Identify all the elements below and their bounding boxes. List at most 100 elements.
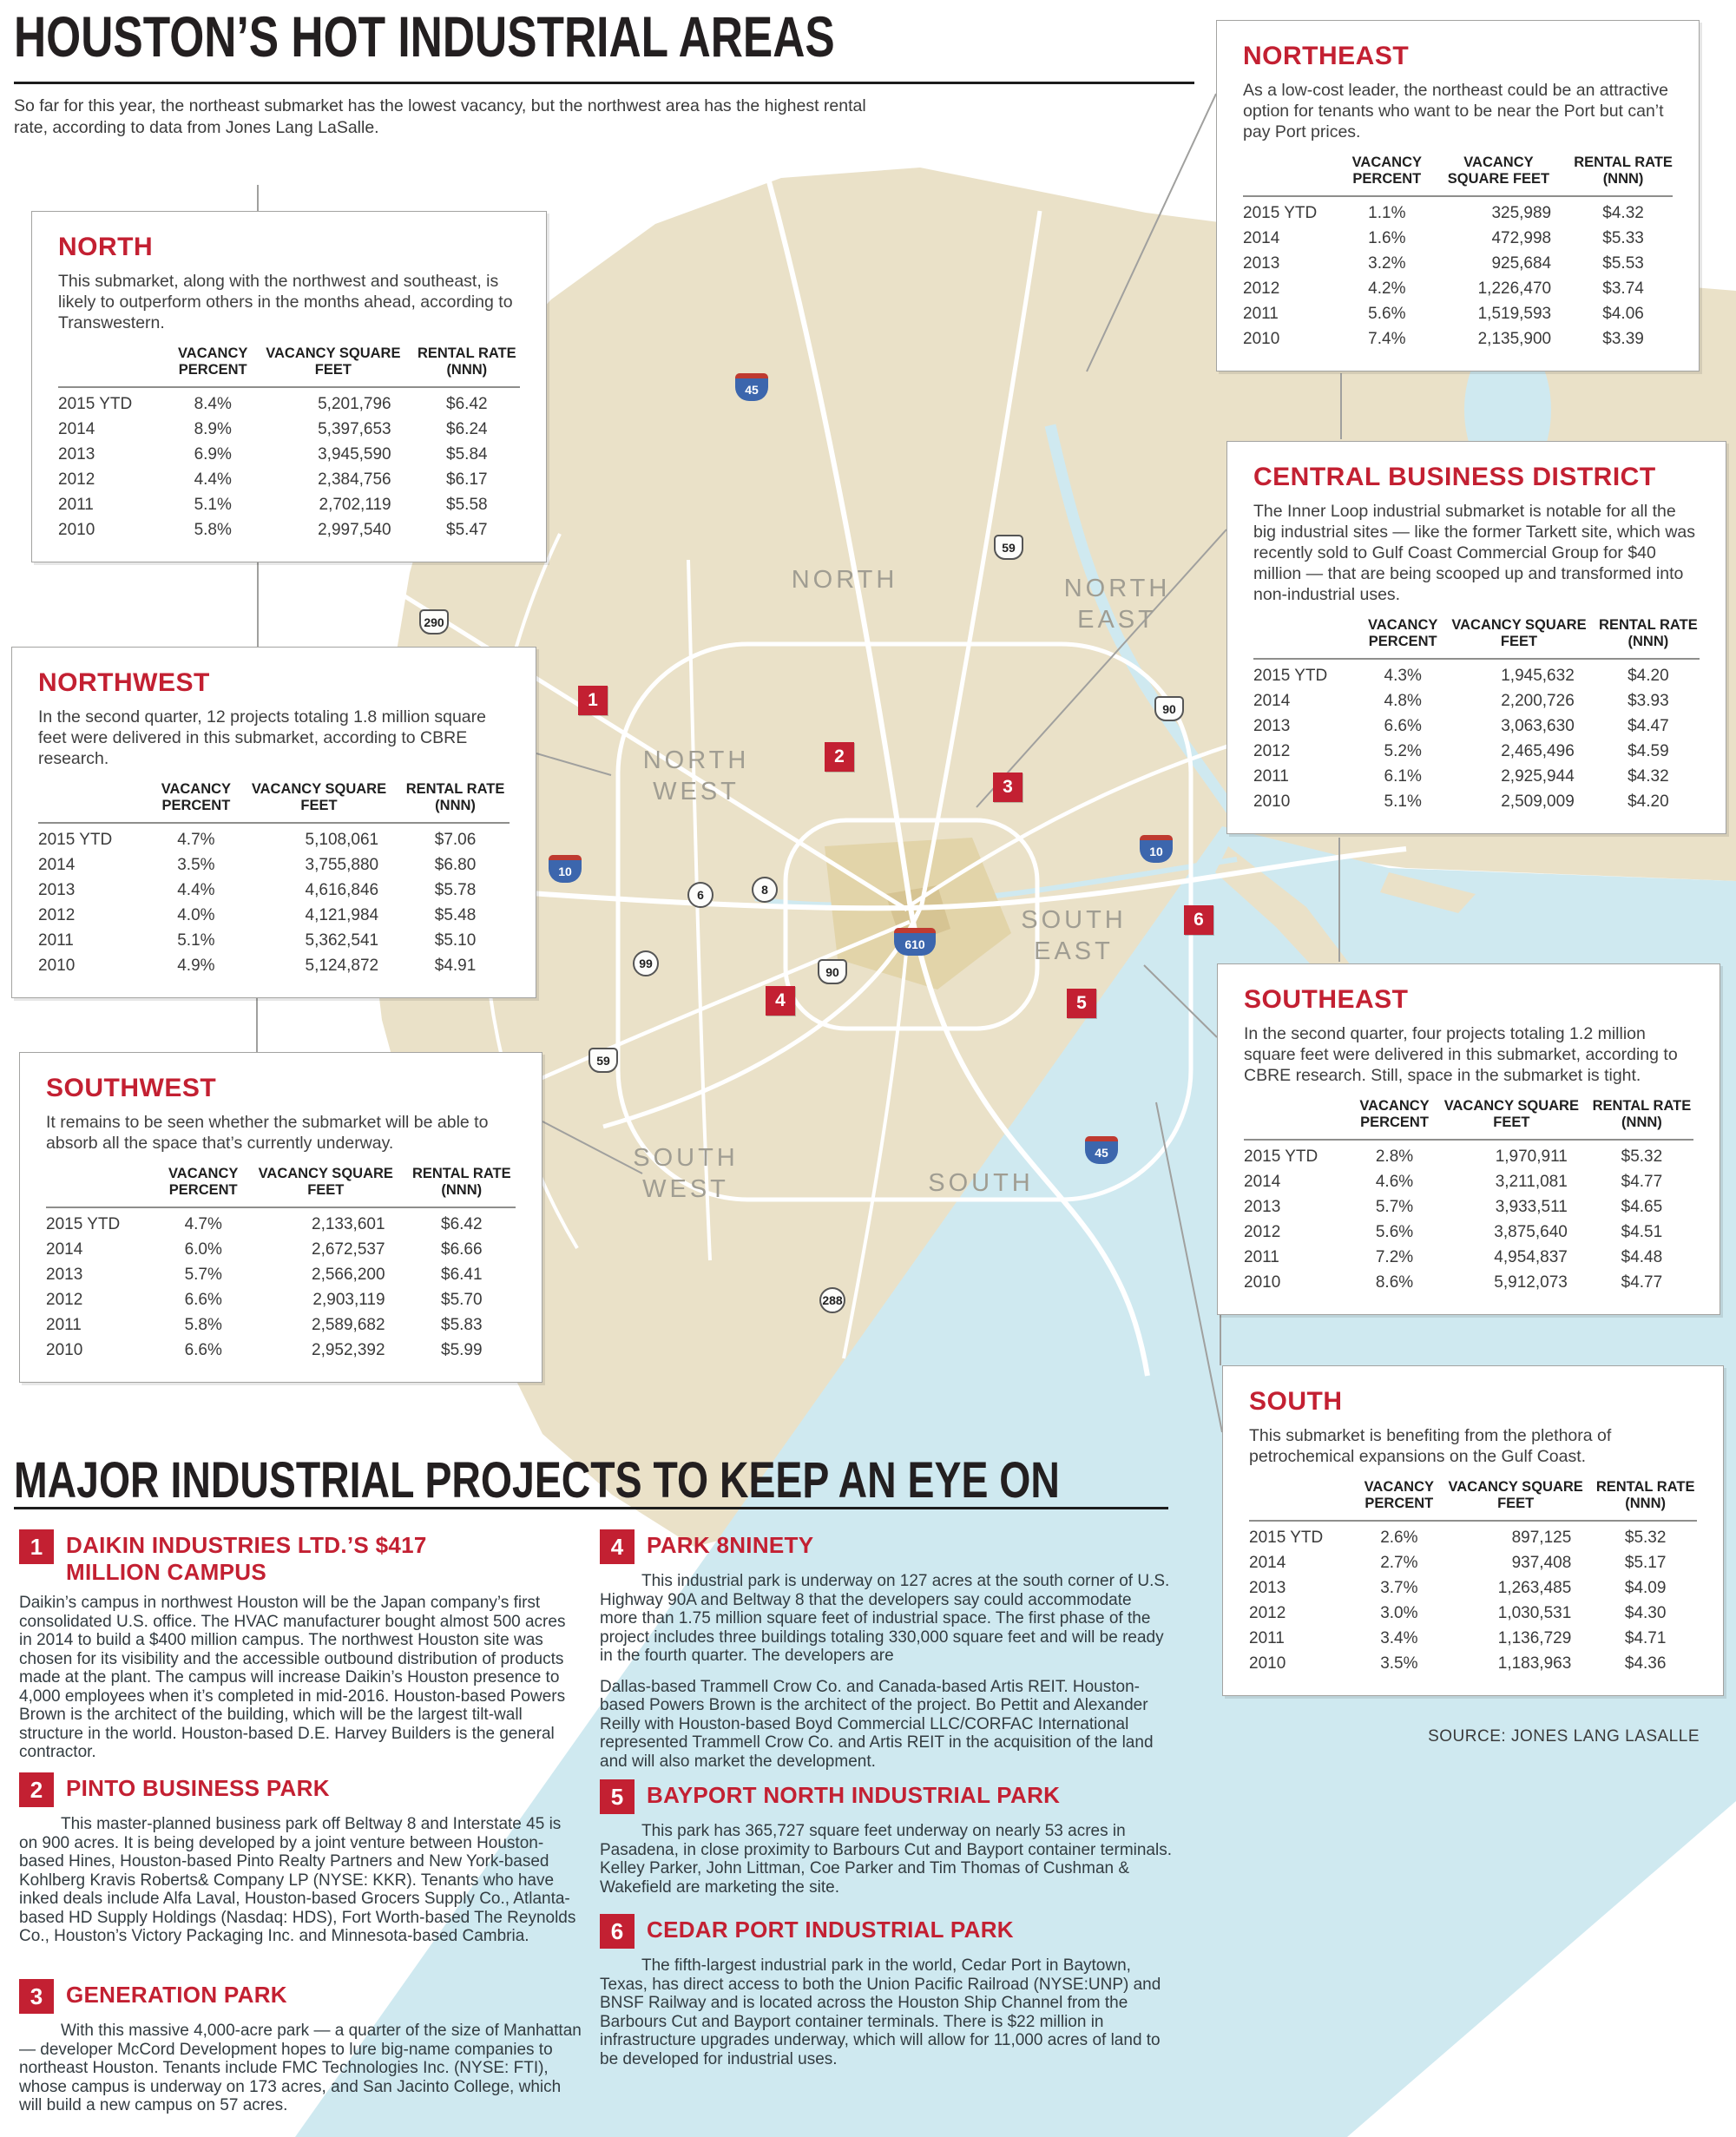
vacancy-percent-cell: 4.4% bbox=[194, 470, 232, 489]
vacancy-percent-cell: 5.8% bbox=[184, 1316, 222, 1334]
project-item-generation-park: 3 GENERATION PARK With this massive 4,00… bbox=[19, 1979, 582, 2115]
table-row: 2012 4.0% 4,121,984 $5.48 bbox=[38, 899, 510, 924]
table-row: 2010 4.9% 5,124,872 $4.91 bbox=[38, 950, 510, 975]
submarket-table: VACANCY PERCENT VACANCY SQUARE FEET RENTAL… bbox=[1243, 155, 1673, 348]
table-row: 2013 5.7% 2,566,200 $6.41 bbox=[46, 1259, 516, 1284]
map-label-southwest: SOUTH WEST bbox=[633, 1144, 739, 1203]
year-cell: 2014 bbox=[1243, 229, 1280, 247]
vacancy-percent-cell: 4.7% bbox=[184, 1215, 222, 1233]
rental-rate-cell: $4.48 bbox=[1621, 1248, 1663, 1266]
rental-rate-cell: $5.70 bbox=[441, 1291, 483, 1309]
table-header-year bbox=[1249, 1479, 1352, 1521]
submarket-title: SOUTHEAST bbox=[1244, 985, 1409, 1014]
vacancy-percent-cell: 5.1% bbox=[177, 931, 215, 950]
table-header-year bbox=[38, 781, 147, 823]
project-body: This park has 365,727 square feet underw… bbox=[600, 1822, 1172, 1897]
us-59-shield: 59 bbox=[589, 1048, 618, 1073]
vacancy-sqft-cell: 1,945,632 bbox=[1501, 667, 1575, 685]
vacancy-percent-cell: 4.4% bbox=[177, 881, 215, 899]
submarket-blurb: In the second quarter, four projects tot… bbox=[1244, 1024, 1678, 1085]
table-row: 2014 4.6% 3,211,081 $4.77 bbox=[1244, 1166, 1693, 1191]
table-row: 2013 4.4% 4,616,846 $5.78 bbox=[38, 874, 510, 899]
vacancy-percent-cell: 4.2% bbox=[1368, 279, 1406, 298]
table-row: 2010 7.4% 2,135,900 $3.39 bbox=[1243, 323, 1673, 348]
vacancy-sqft-cell: 3,945,590 bbox=[318, 445, 391, 464]
table-header-cell: VACANCY PERCENT bbox=[161, 781, 232, 813]
vacancy-percent-cell: 1.6% bbox=[1368, 229, 1406, 247]
project-item-cedar-port: 6 CEDAR PORT INDUSTRIAL PARK The fifth-l… bbox=[600, 1914, 1173, 2068]
table-header-cell: VACANCY SQUARE FEET bbox=[1443, 1098, 1579, 1130]
rental-rate-cell: $3.74 bbox=[1602, 279, 1644, 298]
table-row: 2012 4.4% 2,384,756 $6.17 bbox=[58, 464, 520, 489]
source-credit: SOURCE: JONES LANG LASALLE bbox=[1428, 1727, 1700, 1746]
road-us290 bbox=[391, 586, 909, 912]
year-cell: 2012 bbox=[1244, 1223, 1281, 1241]
project-number-badge: 3 bbox=[19, 1979, 54, 2014]
submarket-table: VACANCY PERCENT VACANCY SQUARE FEET RENTAL… bbox=[46, 1166, 516, 1359]
rental-rate-cell: $5.99 bbox=[441, 1341, 483, 1359]
submarket-table: VACANCY PERCENT VACANCY SQUARE FEET RENTAL… bbox=[1253, 617, 1700, 811]
table-header-cell: VACANCY SQUARE FEET bbox=[258, 1166, 393, 1198]
vacancy-sqft-cell: 2,200,726 bbox=[1501, 692, 1575, 710]
map-marker-6: 6 bbox=[1184, 905, 1213, 935]
year-cell: 2013 bbox=[1244, 1198, 1281, 1216]
vacancy-sqft-cell: 325,989 bbox=[1491, 204, 1552, 222]
map-marker-5: 5 bbox=[1067, 989, 1096, 1018]
submarket-title: CENTRAL BUSINESS DISTRICT bbox=[1253, 463, 1656, 491]
vacancy-percent-cell: 5.8% bbox=[194, 521, 232, 539]
table-row: 2014 2.7% 937,408 $5.17 bbox=[1249, 1547, 1697, 1572]
year-cell: 2013 bbox=[46, 1266, 83, 1284]
rental-rate-cell: $7.06 bbox=[434, 831, 477, 849]
us-90-shield: 90 bbox=[1154, 696, 1184, 721]
year-cell: 2011 bbox=[38, 931, 74, 950]
project-title: PINTO BUSINESS PARK bbox=[66, 1775, 330, 1801]
project-body: With this massive 4,000-acre park — a qu… bbox=[19, 2022, 582, 2114]
vacancy-sqft-cell: 2,384,756 bbox=[318, 470, 391, 489]
year-cell: 2014 bbox=[46, 1240, 83, 1259]
vacancy-sqft-cell: 2,952,392 bbox=[312, 1341, 385, 1359]
table-row: 2010 5.8% 2,997,540 $5.47 bbox=[58, 514, 520, 539]
beltway-8-shield: 8 bbox=[752, 877, 778, 903]
us-59-shield: 59 bbox=[994, 535, 1023, 560]
vacancy-sqft-cell: 3,211,081 bbox=[1495, 1173, 1568, 1191]
year-cell: 2010 bbox=[1253, 792, 1291, 811]
project-number-badge: 4 bbox=[600, 1529, 635, 1564]
vacancy-percent-cell: 6.0% bbox=[184, 1240, 222, 1259]
road-tx288 bbox=[842, 932, 910, 1359]
year-cell: 2010 bbox=[1249, 1654, 1286, 1673]
year-cell: 2014 bbox=[1244, 1173, 1281, 1191]
rental-rate-cell: $6.80 bbox=[434, 856, 477, 874]
interstate-45-shield: 45 bbox=[735, 373, 768, 401]
table-row: 2014 3.5% 3,755,880 $6.80 bbox=[38, 849, 510, 874]
vacancy-sqft-cell: 897,125 bbox=[1511, 1529, 1572, 1547]
vacancy-percent-cell: 6.6% bbox=[184, 1291, 222, 1309]
submarket-blurb: As a low-cost leader, the northeast coul… bbox=[1243, 81, 1668, 141]
table-header-year bbox=[58, 345, 164, 387]
rental-rate-cell: $4.51 bbox=[1621, 1223, 1663, 1241]
vacancy-sqft-cell: 3,875,640 bbox=[1494, 1223, 1568, 1241]
title-rule bbox=[14, 82, 1194, 84]
vacancy-percent-cell: 4.9% bbox=[177, 957, 215, 975]
year-cell: 2012 bbox=[58, 470, 95, 489]
year-cell: 2011 bbox=[58, 496, 94, 514]
us-90-shield: 90 bbox=[818, 959, 847, 984]
table-row: 2011 6.1% 2,925,944 $4.32 bbox=[1253, 760, 1700, 786]
rental-rate-cell: $3.93 bbox=[1628, 692, 1669, 710]
vacancy-sqft-cell: 4,616,846 bbox=[305, 881, 379, 899]
rental-rate-cell: $3.39 bbox=[1602, 330, 1644, 348]
vacancy-percent-cell: 3.7% bbox=[1380, 1579, 1418, 1597]
map-label-southeast: SOUTH EAST bbox=[1021, 906, 1127, 965]
year-cell: 2015 YTD bbox=[1253, 667, 1328, 685]
vacancy-percent-cell: 8.4% bbox=[194, 395, 232, 413]
year-cell: 2012 bbox=[1243, 279, 1280, 298]
year-cell: 2015 YTD bbox=[38, 831, 113, 849]
rental-rate-cell: $6.66 bbox=[441, 1240, 483, 1259]
table-row: 2014 1.6% 472,998 $5.33 bbox=[1243, 222, 1673, 247]
rental-rate-cell: $5.83 bbox=[441, 1316, 483, 1334]
rental-rate-cell: $4.20 bbox=[1628, 792, 1669, 811]
rental-rate-cell: $5.17 bbox=[1624, 1554, 1667, 1572]
vacancy-percent-cell: 6.6% bbox=[184, 1341, 222, 1359]
table-header-cell: VACANCY SQUARE FEET bbox=[1451, 617, 1587, 649]
vacancy-sqft-cell: 2,589,682 bbox=[312, 1316, 385, 1334]
